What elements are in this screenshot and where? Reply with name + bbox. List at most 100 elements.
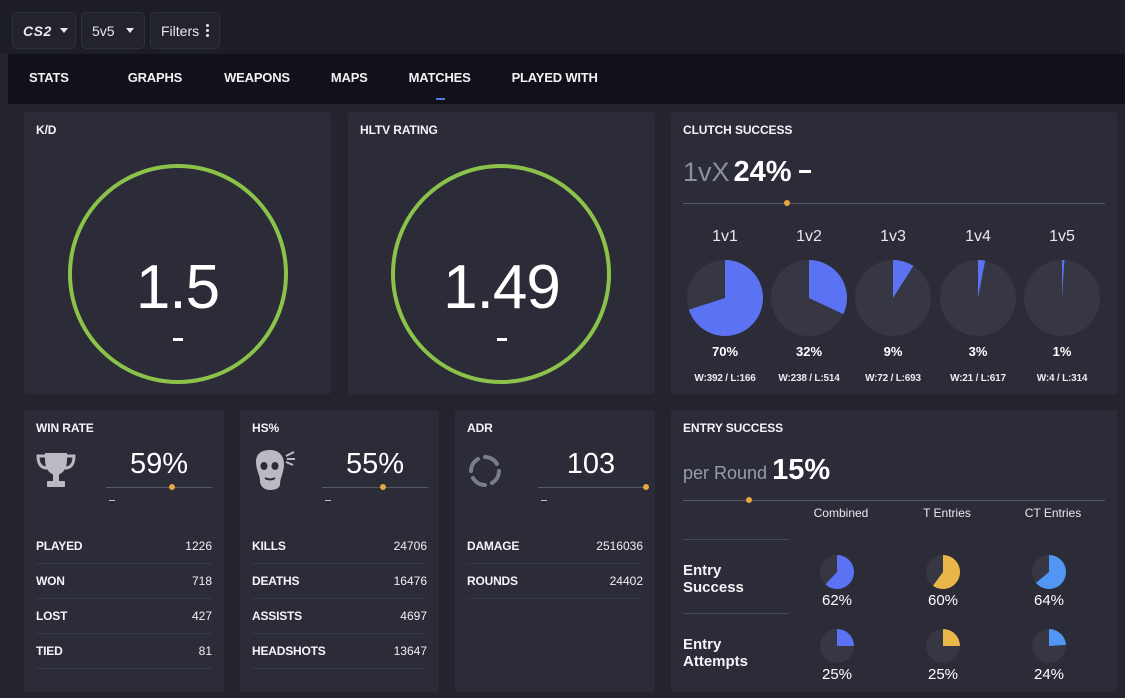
- entry-attempts-label-line1: Entry: [683, 636, 722, 653]
- pie-slice: [825, 555, 854, 589]
- clutch-item-pct: 3%: [968, 344, 988, 359]
- kd-ring: [68, 164, 288, 384]
- pie-slice: [978, 260, 986, 298]
- clutch-item-wl: W:21 / L:617: [950, 373, 1006, 384]
- hs-row-assists: ASSISTS 4697: [252, 599, 427, 634]
- hs-card: HS% 55% KILLS 24706 DEATHS 16476 ASSISTS 4697…: [240, 410, 439, 692]
- hltv-card: HLTV RATING 1.49: [348, 112, 655, 394]
- entry-title: ENTRY SUCCESS: [683, 421, 784, 435]
- tab-weapons[interactable]: WEAPONS: [224, 70, 290, 85]
- clutch-item-1v1: 1v1: [685, 228, 765, 246]
- clutch-item-wl: W:4 / L:314: [1036, 373, 1088, 384]
- tab-graphs[interactable]: GRAPHS: [127, 70, 183, 85]
- entry-pct: 62%: [821, 592, 853, 609]
- hltv-value: 1.49: [443, 253, 561, 322]
- trophy-icon: [36, 453, 76, 487]
- entry-row-divider: [683, 539, 789, 540]
- clutch-value: 24%: [733, 156, 792, 188]
- clutch-item-label: 1v2: [796, 228, 822, 245]
- clutch-pie-1v3: [855, 260, 931, 336]
- winrate-row-lost: LOST 427: [36, 599, 212, 634]
- clutch-item-pct: 70%: [711, 344, 739, 359]
- entry-pct: 25%: [821, 666, 853, 683]
- pie-slice: [893, 260, 914, 298]
- game-select[interactable]: CS2: [12, 12, 76, 49]
- tab-bar: STATS GRAPHS WEAPONS MAPS MATCHES PLAYED…: [8, 54, 1125, 104]
- filters-label: Filters: [161, 22, 200, 39]
- entry-col-combined: Combined: [813, 506, 869, 520]
- adr-change-dash: [541, 500, 547, 501]
- tab-matches[interactable]: MATCHES: [389, 54, 491, 104]
- winrate-row-won: WON 718: [36, 564, 212, 599]
- winrate-card: WIN RATE 59% PLAYED 1226 WON 718 LOST 427 TIED…: [24, 410, 224, 692]
- tab-stats[interactable]: STATS: [29, 70, 69, 85]
- mode-label: 5v5: [92, 22, 115, 39]
- clutch-item-1v3: 1v3: [853, 228, 933, 246]
- pie-slice: [688, 260, 764, 336]
- pie-slice: [837, 629, 854, 646]
- tab-played-with[interactable]: PLAYED WITH: [511, 70, 598, 85]
- mode-select[interactable]: 5v5: [81, 12, 145, 49]
- stat-value: 24706: [393, 539, 427, 553]
- clutch-item-pct: 9%: [883, 344, 903, 359]
- adr-row-damage: DAMAGE 2516036: [467, 529, 643, 564]
- top-bar: CS2 5v5 Filters: [0, 0, 1125, 54]
- winrate-change-dash: [109, 500, 115, 501]
- entry-prefix: per Round: [683, 463, 768, 483]
- entry-attempts-label: Entry Attempts: [683, 636, 748, 670]
- clutch-item-label: 1v3: [880, 228, 906, 245]
- entry-col-t: T Entries: [923, 506, 971, 520]
- adr-card: ADR 103 DAMAGE 2516036 ROUNDS 24402: [455, 410, 655, 692]
- winrate-title: WIN RATE: [36, 421, 94, 435]
- filters-button[interactable]: Filters: [150, 12, 220, 49]
- hs-row-deaths: DEATHS 16476: [252, 564, 427, 599]
- stat-label: ROUNDS: [467, 574, 518, 588]
- stat-value: 4697: [400, 609, 427, 623]
- hs-marker: [380, 484, 386, 490]
- loading-ring-icon: [469, 455, 501, 487]
- stat-label: ASSISTS: [252, 609, 302, 623]
- tab-maps[interactable]: MAPS: [330, 70, 368, 85]
- hs-change-dash: [325, 500, 331, 501]
- stat-value: 718: [191, 574, 212, 588]
- adr-divider: [538, 487, 646, 488]
- stat-label: PLAYED: [36, 539, 83, 553]
- entry-pie-success-1: [926, 555, 961, 589]
- adr-value: 103: [566, 448, 616, 480]
- adr-title: ADR: [467, 421, 493, 435]
- pie-slice: [1035, 555, 1066, 589]
- entry-pct: 25%: [927, 666, 959, 683]
- hltv-change-dash: [497, 338, 507, 341]
- stat-value: 427: [191, 609, 212, 623]
- hltv-ring: [391, 164, 611, 384]
- stat-value: 24402: [609, 574, 643, 588]
- entry-pct: 24%: [1033, 666, 1065, 683]
- clutch-summary: 1vX 24%: [683, 156, 811, 189]
- winrate-row-tied: TIED 81: [36, 634, 212, 669]
- winrate-divider: [106, 487, 212, 488]
- game-logo: CS2: [23, 22, 52, 39]
- kd-change-dash: [173, 338, 183, 341]
- entry-attempts-label-line2: Attempts: [683, 653, 749, 670]
- clutch-item-label: 1v1: [712, 228, 738, 245]
- stat-label: DEATHS: [252, 574, 300, 588]
- kd-value: 1.5: [135, 253, 220, 322]
- entry-pct: 64%: [1033, 592, 1065, 609]
- stat-value: 81: [198, 644, 212, 658]
- pie-slice: [1062, 259, 1065, 298]
- stat-value: 16476: [393, 574, 427, 588]
- clutch-pie-1v1: [687, 260, 764, 336]
- chevron-down-icon: [59, 28, 68, 33]
- stat-value: 2516036: [596, 539, 643, 553]
- entry-success-label-line2: Success: [683, 579, 744, 596]
- kd-card: K/D 1.5: [24, 112, 331, 394]
- clutch-change-dash: [798, 170, 811, 173]
- clutch-item-1v4: 1v4: [938, 228, 1018, 246]
- adr-row-rounds: ROUNDS 24402: [467, 564, 643, 599]
- stat-label: TIED: [36, 644, 63, 658]
- clutch-item-1v5: 1v5: [1022, 228, 1102, 246]
- stat-label: WON: [36, 574, 65, 588]
- clutch-item-wl: W:392 / L:166: [694, 373, 756, 384]
- pie-slice: [933, 555, 961, 589]
- clutch-item-wl: W:238 / L:514: [778, 373, 840, 384]
